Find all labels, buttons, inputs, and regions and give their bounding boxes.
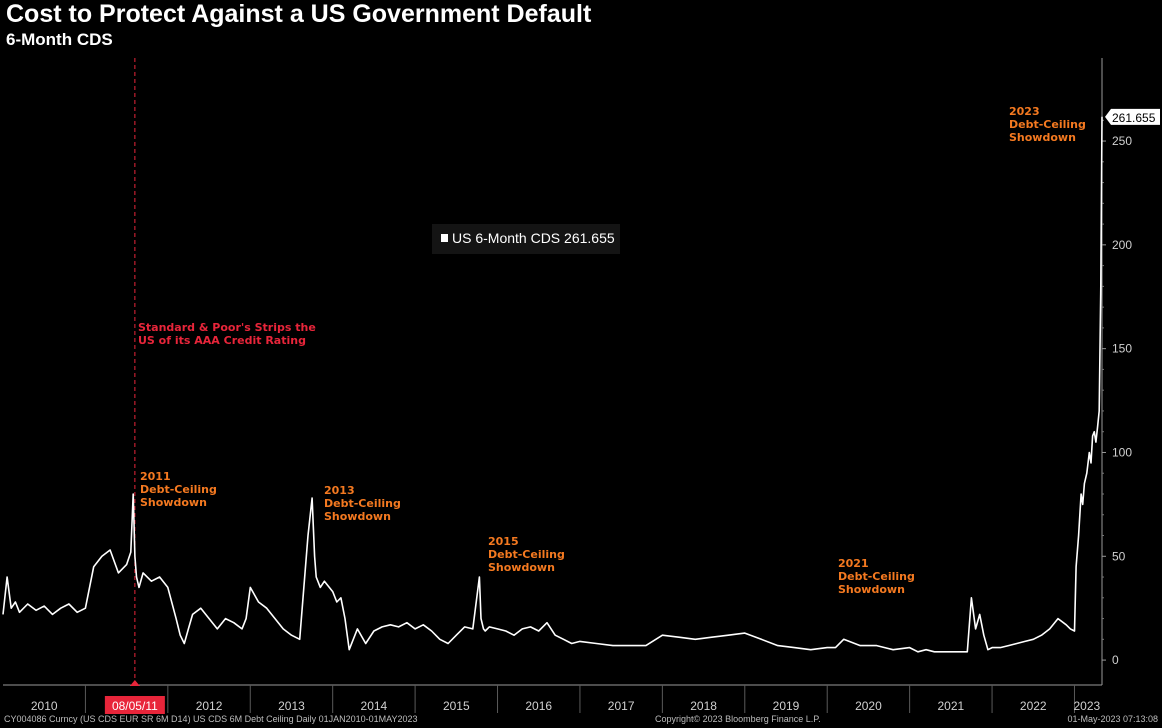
footer-source: CY004086 Curncy (US CDS EUR SR 6M D14) U… bbox=[4, 714, 418, 724]
annotation-line: Showdown bbox=[324, 510, 391, 523]
x-tick-label: 2023 bbox=[1073, 699, 1100, 713]
annotation-line: Showdown bbox=[1009, 131, 1076, 144]
annotation-2011-debt-ceiling: 2011 Debt-Ceiling Showdown bbox=[140, 470, 217, 509]
x-tick-label: 2010 bbox=[31, 699, 58, 713]
y-tick-label: 100 bbox=[1112, 445, 1132, 459]
x-tick-label: 2018 bbox=[690, 699, 717, 713]
y-tick-label: 250 bbox=[1112, 134, 1132, 148]
x-tick-label: 2020 bbox=[855, 699, 882, 713]
y-tick-label: 0 bbox=[1112, 653, 1119, 667]
annotation-2013-debt-ceiling: 2013 Debt-Ceiling Showdown bbox=[324, 484, 401, 523]
series-line-us-6m-cds bbox=[2, 116, 1103, 653]
event-date-label: 08/05/11 bbox=[112, 699, 158, 713]
x-tick-label: 2012 bbox=[196, 699, 223, 713]
annotation-2023-debt-ceiling: 2023 Debt-Ceiling Showdown bbox=[1009, 105, 1086, 144]
chart-title: Cost to Protect Against a US Government … bbox=[6, 0, 592, 28]
annotation-line: 2015 bbox=[488, 535, 519, 548]
footer-timestamp: 01-May-2023 07:13:08 bbox=[1067, 714, 1158, 724]
annotation-line: 2013 bbox=[324, 484, 355, 497]
event-date-box bbox=[104, 696, 165, 714]
last-value-label: 261.655 bbox=[1112, 111, 1156, 125]
annotation-line: 2011 bbox=[140, 470, 171, 483]
x-tick-label: 2015 bbox=[443, 699, 470, 713]
legend: US 6-Month CDS 261.655 bbox=[432, 224, 620, 254]
y-tick-label: 150 bbox=[1112, 342, 1132, 356]
annotation-line: US of its AAA Credit Rating bbox=[138, 334, 306, 347]
legend-label: US 6-Month CDS 261.655 bbox=[452, 230, 615, 246]
legend-swatch bbox=[441, 234, 448, 242]
footer-copyright: Copyright© 2023 Bloomberg Finance L.P. bbox=[655, 714, 821, 724]
annotation-line: Showdown bbox=[488, 561, 555, 574]
annotation-line: 2023 bbox=[1009, 105, 1040, 118]
x-tick-label: 2021 bbox=[937, 699, 964, 713]
annotation-sp-downgrade: Standard & Poor's Strips the US of its AA… bbox=[138, 321, 316, 347]
chart-subtitle: 6-Month CDS bbox=[6, 30, 113, 49]
annotation-line: Debt-Ceiling bbox=[488, 548, 565, 561]
x-tick-label: 2019 bbox=[773, 699, 800, 713]
annotation-line: Showdown bbox=[838, 583, 905, 596]
last-value-tag bbox=[1105, 108, 1160, 125]
annotation-line: Debt-Ceiling bbox=[838, 570, 915, 583]
x-tick-label: 2014 bbox=[361, 699, 388, 713]
x-tick-label: 2022 bbox=[1020, 699, 1047, 713]
x-tick-label: 2017 bbox=[608, 699, 635, 713]
x-tick-label: 2013 bbox=[278, 699, 305, 713]
y-tick-label: 200 bbox=[1112, 238, 1132, 252]
annotation-2015-debt-ceiling: 2015 Debt-Ceiling Showdown bbox=[488, 535, 565, 574]
annotation-line: Debt-Ceiling bbox=[1009, 118, 1086, 131]
annotation-line: Debt-Ceiling bbox=[324, 497, 401, 510]
event-marker-arrow bbox=[129, 680, 140, 686]
annotation-line: Standard & Poor's Strips the bbox=[138, 321, 316, 334]
annotation-line: Showdown bbox=[140, 496, 207, 509]
annotation-line: Debt-Ceiling bbox=[140, 483, 217, 496]
x-tick-label: 2016 bbox=[525, 699, 552, 713]
annotation-line: 2021 bbox=[838, 557, 869, 570]
y-tick-label: 50 bbox=[1112, 549, 1126, 563]
annotation-2021-debt-ceiling: 2021 Debt-Ceiling Showdown bbox=[838, 557, 915, 596]
